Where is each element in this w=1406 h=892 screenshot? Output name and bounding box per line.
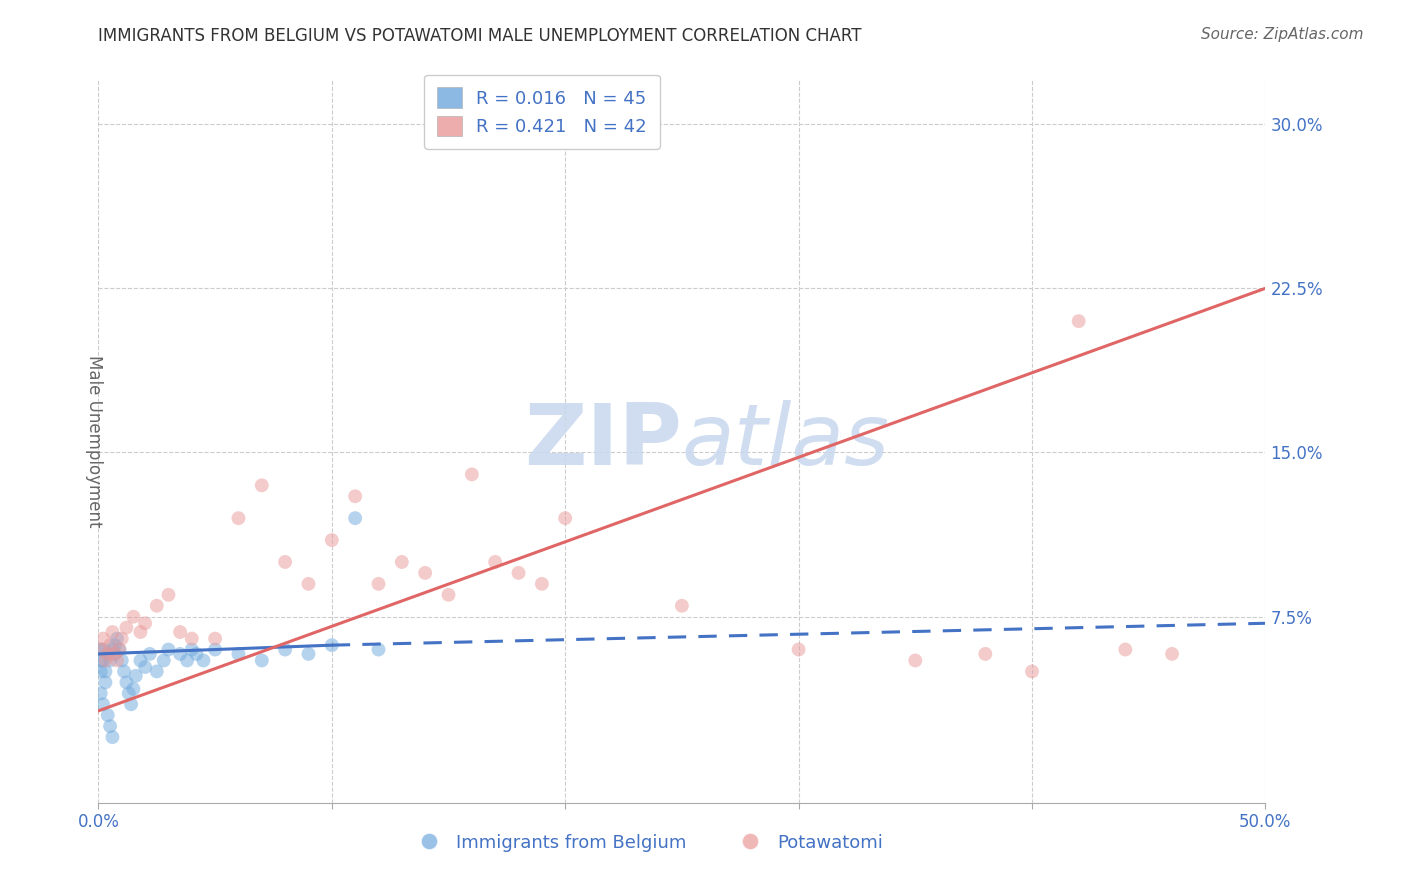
Point <box>484 555 506 569</box>
Point <box>101 625 124 640</box>
Point <box>120 698 142 712</box>
Point <box>530 577 553 591</box>
Point <box>104 647 127 661</box>
Point <box>274 555 297 569</box>
Point <box>146 665 169 679</box>
Point <box>461 467 484 482</box>
Point <box>437 588 460 602</box>
Point <box>98 653 121 667</box>
Point <box>97 647 120 661</box>
Point <box>98 638 121 652</box>
Point <box>91 632 114 646</box>
Point <box>367 577 389 591</box>
Point <box>129 653 152 667</box>
Point <box>101 642 124 657</box>
Point <box>115 675 138 690</box>
Point <box>111 632 134 646</box>
Point <box>104 638 127 652</box>
Point <box>97 708 120 723</box>
Point <box>1161 647 1184 661</box>
Point <box>391 555 413 569</box>
Point <box>228 511 250 525</box>
Point <box>91 642 114 657</box>
Point <box>90 642 112 657</box>
Point <box>139 647 162 661</box>
Point <box>94 665 117 679</box>
Point <box>344 489 367 503</box>
Point <box>297 647 319 661</box>
Point <box>204 642 226 657</box>
Point <box>94 675 117 690</box>
Point <box>321 638 343 652</box>
Point <box>250 478 273 492</box>
Point <box>134 660 156 674</box>
Point <box>115 621 138 635</box>
Point <box>169 647 191 661</box>
Point <box>94 653 117 667</box>
Point <box>90 665 112 679</box>
Point <box>108 642 131 657</box>
Point <box>108 642 131 657</box>
Point <box>193 653 215 667</box>
Point <box>91 653 114 667</box>
Point <box>186 647 208 661</box>
Text: IMMIGRANTS FROM BELGIUM VS POTAWATOMI MALE UNEMPLOYMENT CORRELATION CHART: IMMIGRANTS FROM BELGIUM VS POTAWATOMI MA… <box>98 27 862 45</box>
Text: ZIP: ZIP <box>524 400 682 483</box>
Point <box>508 566 530 580</box>
Point <box>157 642 180 657</box>
Point <box>204 632 226 646</box>
Point <box>112 665 135 679</box>
Point <box>105 653 128 667</box>
Point <box>90 686 112 700</box>
Point <box>122 681 145 696</box>
Point <box>134 616 156 631</box>
Point <box>344 511 367 525</box>
Point <box>274 642 297 657</box>
Point <box>97 647 120 661</box>
Point <box>129 625 152 640</box>
Point <box>122 609 145 624</box>
Point <box>169 625 191 640</box>
Point <box>98 719 121 733</box>
Point <box>152 653 174 667</box>
Point <box>146 599 169 613</box>
Point <box>250 653 273 667</box>
Point <box>367 642 389 657</box>
Point <box>787 642 810 657</box>
Point <box>228 647 250 661</box>
Point <box>105 632 128 646</box>
Point <box>180 632 202 646</box>
Point <box>101 730 124 744</box>
Point <box>157 588 180 602</box>
Point <box>554 511 576 525</box>
Point <box>1021 665 1043 679</box>
Point <box>413 566 436 580</box>
Y-axis label: Male Unemployment: Male Unemployment <box>84 355 103 528</box>
Legend: Immigrants from Belgium, Potawatomi: Immigrants from Belgium, Potawatomi <box>404 826 890 859</box>
Text: atlas: atlas <box>682 400 890 483</box>
Point <box>91 698 114 712</box>
Point <box>176 653 198 667</box>
Point <box>118 686 141 700</box>
Text: Source: ZipAtlas.com: Source: ZipAtlas.com <box>1201 27 1364 42</box>
Point <box>297 577 319 591</box>
Point <box>125 669 148 683</box>
Point <box>90 642 112 657</box>
Point <box>1067 314 1090 328</box>
Point <box>671 599 693 613</box>
Point <box>974 647 997 661</box>
Point <box>111 653 134 667</box>
Point <box>904 653 927 667</box>
Point <box>104 647 127 661</box>
Point <box>180 642 202 657</box>
Point <box>321 533 343 547</box>
Point <box>1114 642 1136 657</box>
Point <box>90 653 112 667</box>
